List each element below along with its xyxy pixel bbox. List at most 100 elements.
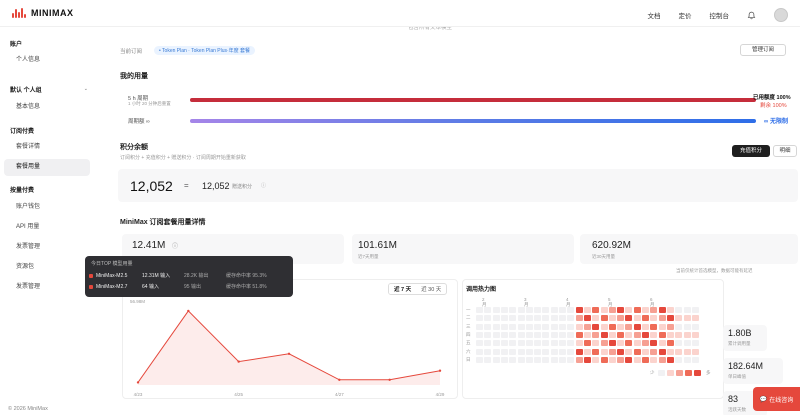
- heatmap-cell[interactable]: [542, 315, 550, 322]
- line-point[interactable]: [338, 378, 341, 381]
- range-30d-button[interactable]: 近 30 天: [421, 287, 442, 293]
- heatmap-cell[interactable]: [683, 348, 691, 355]
- heatmap-cell[interactable]: [484, 307, 492, 313]
- heatmap-cell[interactable]: [633, 331, 641, 338]
- heatmap-cell[interactable]: [484, 340, 492, 347]
- heatmap-cell[interactable]: [575, 307, 583, 313]
- heatmap-cell[interactable]: [575, 323, 583, 330]
- heatmap-cell[interactable]: [642, 307, 649, 313]
- heatmap-cell[interactable]: [567, 307, 575, 313]
- heatmap-cell[interactable]: [583, 356, 591, 363]
- heatmap-cell[interactable]: [617, 315, 625, 322]
- heatmap-cell[interactable]: [650, 356, 658, 363]
- buy-credits-button[interactable]: 充值积分: [732, 145, 770, 157]
- heatmap-cell[interactable]: [675, 323, 683, 330]
- heatmap-cell[interactable]: [476, 315, 483, 322]
- heatmap-cell[interactable]: [642, 340, 649, 347]
- heatmap-cell[interactable]: [650, 315, 658, 322]
- line-point[interactable]: [388, 378, 391, 381]
- heatmap-cell[interactable]: [625, 315, 633, 322]
- heatmap-cell[interactable]: [658, 323, 666, 330]
- heatmap-cell[interactable]: [559, 340, 566, 347]
- manage-subscription-button[interactable]: 管理订阅: [740, 44, 786, 56]
- heatmap-cell[interactable]: [658, 356, 666, 363]
- heatmap-cell[interactable]: [658, 307, 666, 313]
- heatmap-cell[interactable]: [608, 307, 616, 313]
- heatmap-cell[interactable]: [675, 348, 683, 355]
- heatmap-cell[interactable]: [500, 307, 508, 313]
- nav-docs-link[interactable]: 文档: [647, 13, 661, 20]
- heatmap-cell[interactable]: [691, 307, 699, 313]
- heatmap-cell[interactable]: [575, 340, 583, 347]
- heatmap-cell[interactable]: [583, 348, 591, 355]
- heatmap-cell[interactable]: [550, 356, 558, 363]
- heatmap-cell[interactable]: [683, 307, 691, 313]
- heatmap-cell[interactable]: [600, 356, 608, 363]
- heatmap-cell[interactable]: [691, 356, 699, 363]
- heatmap-cell[interactable]: [683, 340, 691, 347]
- heatmap-cell[interactable]: [517, 340, 525, 347]
- heatmap-cell[interactable]: [517, 323, 525, 330]
- heatmap-cell[interactable]: [583, 315, 591, 322]
- heatmap-cell[interactable]: [575, 348, 583, 355]
- heatmap-cell[interactable]: [675, 331, 683, 338]
- heatmap-cell[interactable]: [666, 315, 674, 322]
- heatmap-cell[interactable]: [500, 348, 508, 355]
- heatmap-cell[interactable]: [492, 348, 500, 355]
- heatmap-cell[interactable]: [633, 340, 641, 347]
- line-point[interactable]: [287, 352, 291, 355]
- heatmap-cell[interactable]: [492, 340, 500, 347]
- heatmap-cell[interactable]: [534, 348, 542, 355]
- heatmap-cell[interactable]: [592, 340, 600, 347]
- heatmap-cell[interactable]: [567, 323, 575, 330]
- nav-pricing-link[interactable]: 定价: [678, 13, 692, 20]
- heatmap-cell[interactable]: [691, 323, 699, 330]
- heatmap-cell[interactable]: [575, 331, 583, 338]
- sidebar-item-plan-details[interactable]: 套餐详情: [16, 144, 41, 150]
- heatmap-cell[interactable]: [476, 331, 483, 338]
- heatmap-cell[interactable]: [517, 348, 525, 355]
- heatmap-cell[interactable]: [583, 340, 591, 347]
- heatmap-cell[interactable]: [600, 315, 608, 322]
- heatmap-cell[interactable]: [559, 307, 566, 313]
- heatmap-cell[interactable]: [600, 331, 608, 338]
- heatmap-cell[interactable]: [492, 356, 500, 363]
- sidebar-item-plan-usage[interactable]: 套餐用量: [4, 159, 90, 176]
- brand-logo[interactable]: MINIMAX: [12, 8, 74, 18]
- heatmap-cell[interactable]: [658, 331, 666, 338]
- heatmap-cell[interactable]: [617, 348, 625, 355]
- heatmap-cell[interactable]: [608, 340, 616, 347]
- heatmap-cell[interactable]: [500, 323, 508, 330]
- heatmap-cell[interactable]: [650, 348, 658, 355]
- heatmap-cell[interactable]: [517, 307, 525, 313]
- heatmap-cell[interactable]: [525, 356, 533, 363]
- heatmap-cell[interactable]: [617, 340, 625, 347]
- heatmap-cell[interactable]: [550, 315, 558, 322]
- heatmap-cell[interactable]: [592, 323, 600, 330]
- heatmap-cell[interactable]: [666, 307, 674, 313]
- heatmap-cell[interactable]: [484, 315, 492, 322]
- heatmap-cell[interactable]: [600, 307, 608, 313]
- heatmap-cell[interactable]: [633, 323, 641, 330]
- heatmap-cell[interactable]: [517, 356, 525, 363]
- heatmap-cell[interactable]: [476, 323, 483, 330]
- heatmap-cell[interactable]: [542, 323, 550, 330]
- heatmap-cell[interactable]: [658, 348, 666, 355]
- heatmap-cell[interactable]: [650, 331, 658, 338]
- heatmap-cell[interactable]: [666, 331, 674, 338]
- heatmap-cell[interactable]: [534, 340, 542, 347]
- heatmap-cell[interactable]: [525, 307, 533, 313]
- heatmap-cell[interactable]: [484, 356, 492, 363]
- heatmap-cell[interactable]: [600, 348, 608, 355]
- heatmap-cell[interactable]: [650, 340, 658, 347]
- heatmap-cell[interactable]: [534, 356, 542, 363]
- credits-detail-button[interactable]: 明细: [773, 145, 797, 157]
- heatmap-cell[interactable]: [542, 331, 550, 338]
- heatmap-cell[interactable]: [650, 307, 658, 313]
- heatmap-cell[interactable]: [476, 307, 483, 313]
- heatmap-cell[interactable]: [666, 348, 674, 355]
- heatmap-cell[interactable]: [567, 356, 575, 363]
- heatmap-cell[interactable]: [575, 315, 583, 322]
- heatmap-cell[interactable]: [500, 340, 508, 347]
- heatmap-cell[interactable]: [567, 315, 575, 322]
